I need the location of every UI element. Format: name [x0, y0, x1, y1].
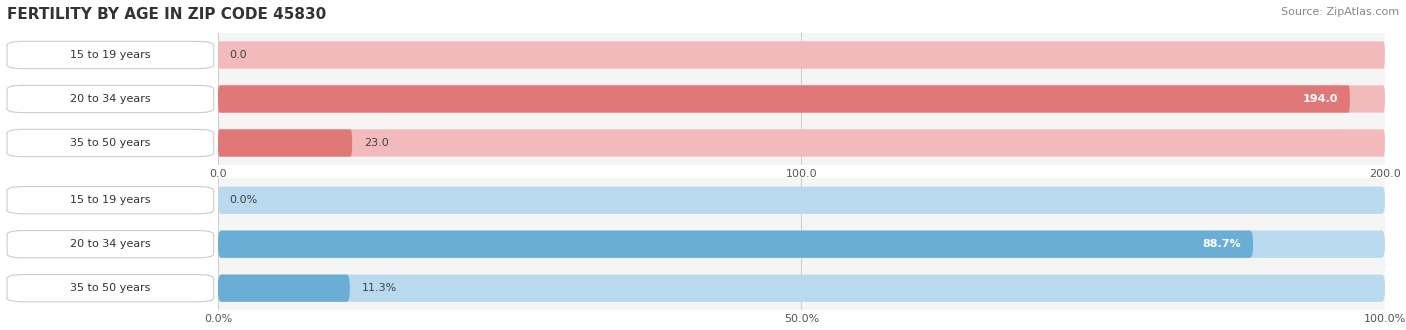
Text: 20 to 34 years: 20 to 34 years [70, 94, 150, 104]
Text: FERTILITY BY AGE IN ZIP CODE 45830: FERTILITY BY AGE IN ZIP CODE 45830 [7, 7, 326, 21]
FancyBboxPatch shape [218, 186, 1385, 214]
Text: 0.0%: 0.0% [229, 195, 257, 205]
FancyBboxPatch shape [218, 275, 1385, 302]
FancyBboxPatch shape [218, 85, 1385, 113]
FancyBboxPatch shape [218, 231, 1253, 258]
FancyBboxPatch shape [218, 129, 1385, 157]
FancyBboxPatch shape [218, 85, 1350, 113]
Text: 11.3%: 11.3% [361, 283, 396, 293]
FancyBboxPatch shape [218, 41, 1385, 69]
Text: 20 to 34 years: 20 to 34 years [70, 239, 150, 249]
Text: 15 to 19 years: 15 to 19 years [70, 50, 150, 60]
FancyBboxPatch shape [218, 275, 350, 302]
Text: 194.0: 194.0 [1303, 94, 1339, 104]
Text: 35 to 50 years: 35 to 50 years [70, 283, 150, 293]
Text: 0.0: 0.0 [229, 50, 247, 60]
Text: 15 to 19 years: 15 to 19 years [70, 195, 150, 205]
Text: 88.7%: 88.7% [1202, 239, 1241, 249]
Text: Source: ZipAtlas.com: Source: ZipAtlas.com [1281, 7, 1399, 16]
Text: 23.0: 23.0 [364, 138, 388, 148]
Text: 35 to 50 years: 35 to 50 years [70, 138, 150, 148]
FancyBboxPatch shape [218, 231, 1385, 258]
FancyBboxPatch shape [218, 129, 352, 157]
